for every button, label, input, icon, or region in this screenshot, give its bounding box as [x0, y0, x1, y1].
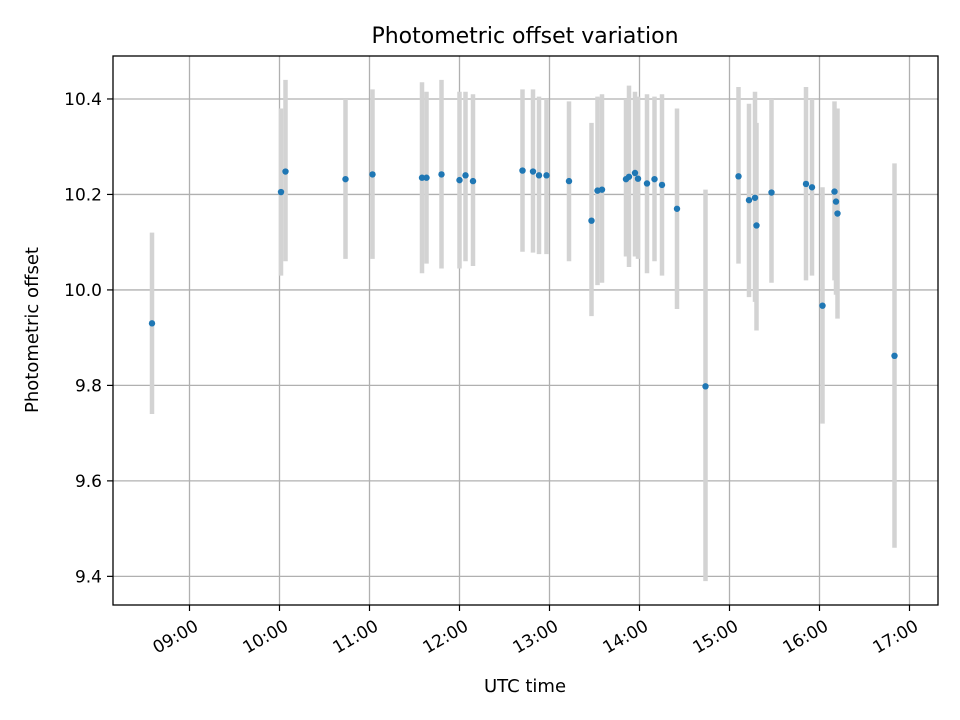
data-points [148, 167, 898, 390]
data-point [831, 188, 838, 195]
y-tick-label: 9.4 [75, 567, 102, 587]
data-point [625, 173, 633, 180]
data-point [631, 169, 639, 177]
y-axis: 9.4 9.6 9.8 10.0 10.2 10.4 [64, 90, 113, 587]
data-point [673, 205, 681, 212]
data-point [438, 171, 445, 178]
y-tick-label: 9.8 [75, 376, 102, 396]
data-point [462, 172, 469, 179]
data-point [588, 217, 595, 224]
y-tick-label: 9.6 [75, 472, 102, 492]
data-point [834, 210, 841, 217]
data-point [643, 180, 651, 187]
data-point [342, 175, 349, 183]
data-point [768, 189, 775, 196]
data-point [418, 174, 426, 181]
data-point [634, 175, 642, 182]
data-point [808, 184, 816, 191]
data-point [148, 320, 156, 327]
chart-title: Photometric offset variation [371, 24, 678, 49]
data-point [282, 168, 289, 175]
data-point [745, 196, 753, 204]
data-point [832, 198, 840, 205]
data-point [277, 188, 285, 196]
data-point [456, 176, 463, 184]
data-point [598, 186, 606, 193]
data-point [802, 180, 810, 188]
data-point [751, 194, 759, 201]
y-axis-label: Photometric offset [22, 247, 43, 413]
data-point [735, 173, 742, 180]
plot-frame [112, 55, 939, 606]
data-point [658, 181, 666, 189]
y-tick-label: 10.0 [64, 281, 102, 301]
data-point [543, 172, 550, 179]
data-point [891, 352, 898, 360]
data-point [469, 177, 477, 185]
data-point [753, 222, 760, 229]
y-tick-label: 10.2 [64, 185, 102, 205]
data-point [535, 172, 543, 179]
x-axis-label: UTC time [484, 676, 566, 697]
data-point [651, 175, 658, 183]
data-point [423, 174, 430, 181]
data-point [519, 167, 526, 174]
data-point [529, 168, 537, 175]
data-point [565, 177, 573, 185]
data-point [702, 383, 709, 390]
data-point [819, 302, 826, 309]
y-tick-label: 10.4 [64, 90, 102, 110]
data-point [369, 171, 376, 178]
